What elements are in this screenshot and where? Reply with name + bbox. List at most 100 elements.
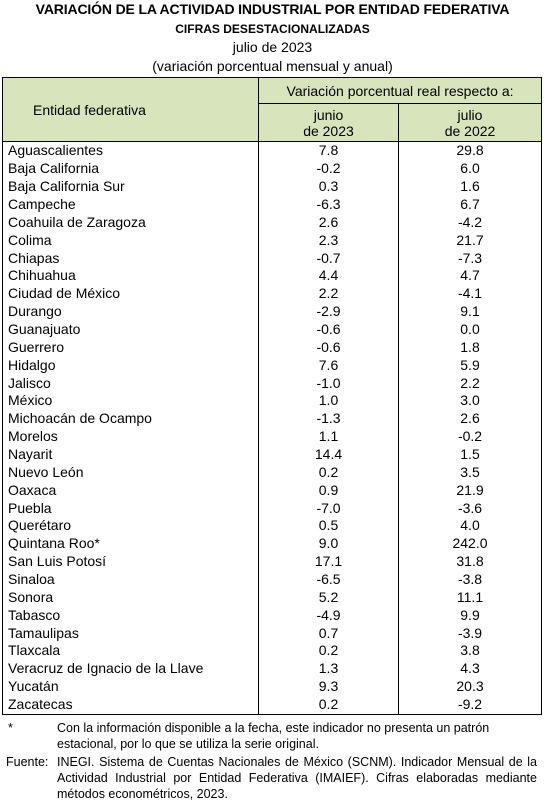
- column-header: junio de 2023: [258, 103, 399, 142]
- value-cell: 2.2: [397, 374, 543, 393]
- value-cell: 20.3: [397, 677, 543, 696]
- value-cell: 11.1: [397, 588, 543, 607]
- value-cell: 9.1: [397, 302, 543, 321]
- value-cell: -4.1: [397, 284, 543, 303]
- value-cell: 31.8: [397, 552, 543, 571]
- table-row: Tlaxcala 0.2 3.8: [2, 642, 543, 660]
- value-cell: 14.4: [258, 445, 399, 464]
- value-cell: 6.7: [397, 195, 543, 214]
- column-header-line: de 2022: [444, 122, 496, 139]
- table-row: Querétaro 0.5 4.0: [2, 517, 543, 535]
- entity-name: Zacatecas: [2, 695, 259, 715]
- table-row: Morelos 1.1 -0.2: [2, 427, 543, 446]
- value-cell: -0.7: [258, 249, 399, 268]
- value-cell: -3.9: [397, 624, 543, 643]
- entity-header: Entidad federativa: [2, 77, 259, 142]
- value-cell: -3.8: [397, 570, 543, 589]
- value-cell: 9.3: [258, 677, 399, 696]
- table-row: Aguascalientes 7.8 29.8: [2, 141, 543, 160]
- entity-name: Tamaulipas: [2, 624, 259, 643]
- footnote-mark: *: [8, 721, 13, 735]
- note: (variación porcentual mensual y anual): [152, 58, 393, 74]
- entity-name: Baja California: [2, 159, 259, 178]
- column-header-line: de 2023: [303, 122, 354, 139]
- value-cell: 5.9: [397, 356, 543, 375]
- entity-name: Oaxaca: [2, 481, 259, 500]
- value-cell: 4.3: [397, 659, 543, 678]
- column-header-line: junio: [313, 106, 344, 123]
- entity-name: Ciudad de México: [2, 284, 259, 303]
- value-cell: 2.6: [258, 213, 399, 232]
- value-cell: 0.0: [397, 320, 543, 339]
- value-cell: -6.3: [258, 195, 399, 214]
- footnote-text: Con la información disponible a la fecha…: [57, 721, 490, 751]
- table-row: Ciudad de México 2.2 -4.1: [2, 284, 543, 303]
- table-row: Campeche -6.3 6.7: [2, 195, 543, 214]
- value-cell: 3.8: [397, 642, 543, 660]
- value-cell: 0.2: [258, 642, 399, 660]
- table-row: Chiapas -0.7 -7.3: [2, 249, 543, 268]
- table-row: Nayarit 14.4 1.5: [2, 445, 543, 464]
- entity-name: Yucatán: [2, 677, 259, 696]
- value-cell: 2.6: [397, 409, 543, 428]
- table-row: Baja California Sur 0.3 1.6: [2, 177, 543, 196]
- table-row: Baja California -0.2 6.0: [2, 159, 543, 178]
- value-cell: 1.6: [397, 177, 543, 196]
- value-cell: 9.9: [397, 606, 543, 625]
- entity-name: Campeche: [2, 195, 259, 214]
- value-cell: 0.3: [258, 177, 399, 196]
- value-cell: 6.0: [397, 159, 543, 178]
- entity-name: Sonora: [2, 588, 259, 607]
- entity-name: Guerrero: [2, 338, 259, 357]
- value-cell: 7.6: [258, 356, 399, 375]
- entity-name: Durango: [2, 302, 259, 321]
- table-row: Jalisco -1.0 2.2: [2, 374, 543, 393]
- table-row: Yucatán 9.3 20.3: [2, 677, 543, 696]
- table-row: Chihuahua 4.4 4.7: [2, 267, 543, 285]
- column-header: julio de 2022: [397, 103, 543, 142]
- value-cell: -0.6: [258, 320, 399, 339]
- title: VARIACIÓN DE LA ACTIVIDAD INDUSTRIAL POR…: [35, 1, 510, 17]
- value-cell: 0.7: [258, 624, 399, 643]
- value-cell: 17.1: [258, 552, 399, 571]
- value-cell: -1.3: [258, 409, 399, 428]
- entity-name: Nuevo León: [2, 463, 259, 482]
- value-cell: 21.7: [397, 231, 543, 250]
- value-cell: -7.3: [397, 249, 543, 268]
- value-cell: -7.0: [258, 499, 399, 518]
- entity-name: Sinaloa: [2, 570, 259, 589]
- data-table: Entidad federativa Variación porcentual …: [2, 77, 543, 715]
- table-row: Puebla -7.0 -3.6: [2, 499, 543, 518]
- table-body: Aguascalientes 7.8 29.8 Baja California -0.2…: [2, 141, 543, 715]
- value-cell: -0.2: [258, 159, 399, 178]
- value-cell: 21.9: [397, 481, 543, 500]
- table-row: Colima 2.3 21.7: [2, 231, 543, 250]
- table-row: Guerrero -0.6 1.8: [2, 338, 543, 357]
- entity-name: Tlaxcala: [2, 642, 259, 660]
- value-cell: 4.0: [397, 517, 543, 535]
- value-cell: 4.7: [397, 267, 543, 285]
- value-cell: 1.5: [397, 445, 543, 464]
- table-row: Veracruz de Ignacio de la Llave 1.3 4.3: [2, 659, 543, 678]
- entity-name: Morelos: [2, 427, 259, 446]
- entity-name: Colima: [2, 231, 259, 250]
- source-text: INEGI. Sistema de Cuentas Nacionales de …: [57, 755, 537, 801]
- entity-name: Quintana Roo*: [2, 534, 259, 553]
- value-cell: -9.2: [397, 695, 543, 715]
- entity-name: Jalisco: [2, 374, 259, 393]
- value-cell: 3.0: [397, 392, 543, 410]
- table-row: México 1.0 3.0: [2, 392, 543, 410]
- value-cell: 2.2: [258, 284, 399, 303]
- value-cell: 9.0: [258, 534, 399, 553]
- value-cell: 0.5: [258, 517, 399, 535]
- entity-name: Guanajuato: [2, 320, 259, 339]
- entity-name: Chihuahua: [2, 267, 259, 285]
- value-cell: 1.1: [258, 427, 399, 446]
- value-cell: 29.8: [397, 141, 543, 160]
- entity-name: Baja California Sur: [2, 177, 259, 196]
- value-cell: -0.6: [258, 338, 399, 357]
- entity-name: Coahuila de Zaragoza: [2, 213, 259, 232]
- entity-name: Nayarit: [2, 445, 259, 464]
